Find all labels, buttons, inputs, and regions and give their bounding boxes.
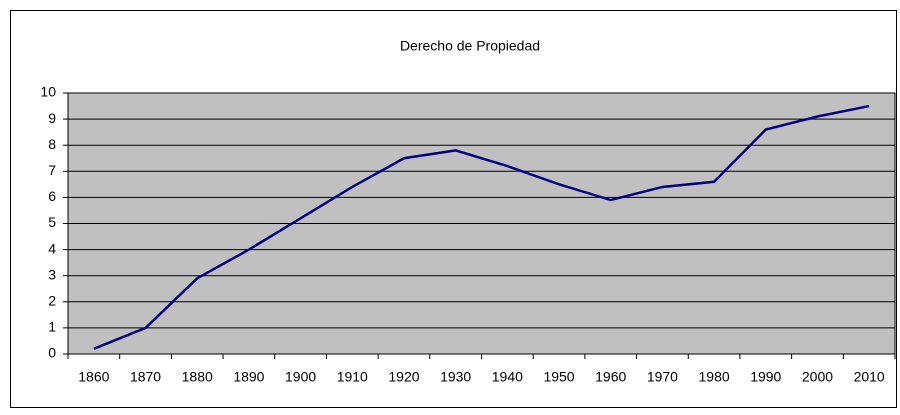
x-tick-label: 1960 (595, 369, 626, 385)
data-line (93, 104, 870, 350)
y-tick-label: 1 (48, 319, 56, 335)
y-tick-label: 9 (48, 110, 56, 126)
x-tick-label: 1980 (699, 369, 730, 385)
x-tick-label: 2000 (802, 369, 833, 385)
y-tick-label: 7 (48, 162, 56, 178)
y-tick-label: 4 (48, 240, 56, 256)
y-tick-label: 8 (48, 136, 56, 152)
x-tick-label: 1880 (182, 369, 213, 385)
chart-title: Derecho de Propiedad (400, 38, 540, 54)
y-tick-label: 3 (48, 266, 56, 282)
x-tick-label: 1940 (492, 369, 523, 385)
x-tick-label: 1970 (647, 369, 678, 385)
y-tick-label: 6 (48, 188, 56, 204)
x-tick-label: 1900 (285, 369, 316, 385)
y-tick-label: 0 (48, 345, 56, 361)
x-tick-label: 1890 (233, 369, 264, 385)
x-tick-label: 2010 (854, 369, 885, 385)
x-tick-label: 1910 (337, 369, 368, 385)
x-tick-label: 1990 (750, 369, 781, 385)
x-tick-label: 1860 (78, 369, 109, 385)
y-tick-label: 2 (48, 293, 56, 309)
y-tick-label: 5 (48, 214, 56, 230)
x-tick-label: 1870 (130, 369, 161, 385)
x-tick-label: 1930 (440, 369, 471, 385)
x-tick-label: 1920 (388, 369, 419, 385)
y-tick-label: 10 (40, 84, 56, 100)
x-tick-label: 1950 (543, 369, 574, 385)
